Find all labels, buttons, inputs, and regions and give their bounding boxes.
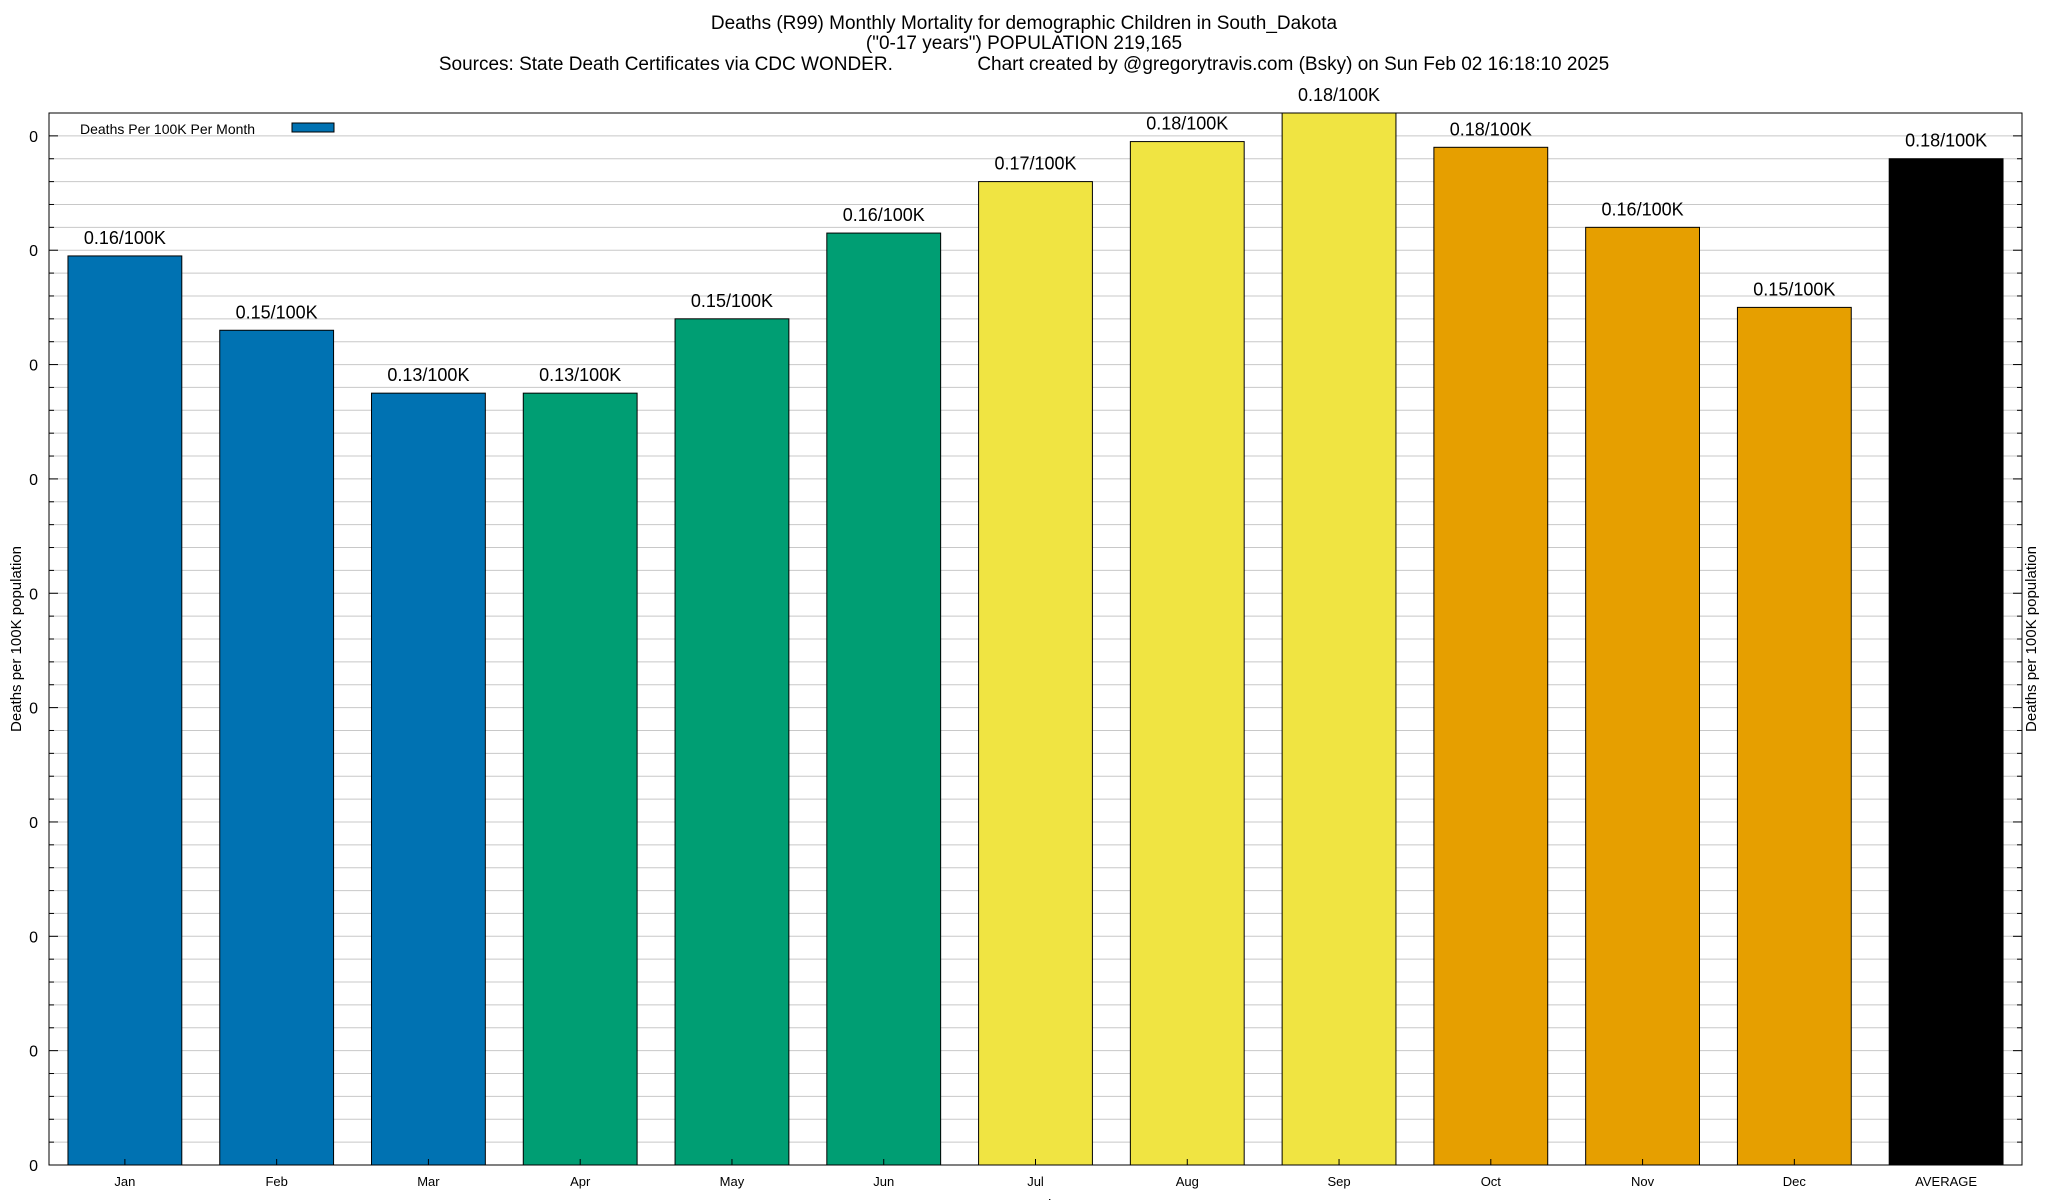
y-tick-label: 0 [29, 586, 38, 603]
x-tick-label: Apr [570, 1174, 591, 1189]
bar-value-label: 0.15/100K [691, 291, 773, 311]
legend: Deaths Per 100K Per Month [80, 121, 335, 137]
x-tick-label: Mar [417, 1174, 440, 1189]
x-tick-label: Dec [1783, 1174, 1807, 1189]
bar [674, 318, 790, 1166]
x-tick-label: Nov [1631, 1174, 1655, 1189]
bar-value-label: 0.18/100K [1146, 114, 1228, 134]
bar-value-label: 0.18/100K [1450, 119, 1532, 139]
x-tick-label: Sep [1327, 1174, 1350, 1189]
x-tick-label: AVERAGE [1915, 1174, 1977, 1189]
bar-value-label: 0.18/100K [1298, 85, 1380, 105]
legend-label: Deaths Per 100K Per Month [80, 121, 255, 137]
y-axis-title: Deaths per 100K population [8, 546, 25, 732]
x-tick-label: Jun [873, 1174, 894, 1189]
y-axis: 0 0 0 0 0 0 0 0 0 0 [29, 112, 2022, 1175]
bar-value-label: 0.18/100K [1905, 131, 1987, 151]
bar-value-label: 0.16/100K [843, 205, 925, 225]
bar [67, 255, 183, 1166]
y-tick-label: 0 [29, 129, 38, 146]
bar [522, 392, 638, 1166]
y-tick-label: 0 [29, 701, 38, 718]
bar [1585, 226, 1700, 1166]
x-axis-title: Month [1015, 1197, 1057, 1200]
y-tick-label: 0 [29, 1044, 38, 1061]
y-tick-label: 0 [29, 1158, 38, 1175]
y-tick-label: 0 [29, 243, 38, 260]
x-tick-label: Aug [1176, 1174, 1199, 1189]
chart-title: Deaths (R99) Monthly Mortality for demog… [710, 13, 1338, 34]
x-tick-label: Feb [265, 1174, 287, 1189]
chart-sources-line: Sources: State Death Certificates via CD… [438, 54, 1610, 75]
y-tick-label: 0 [29, 815, 38, 832]
bar [1129, 141, 1245, 1166]
bar-value-label: 0.13/100K [539, 365, 621, 385]
x-tick-label: Oct [1481, 1174, 1502, 1189]
bar-value-label: 0.15/100K [236, 302, 318, 322]
bar [1888, 158, 2004, 1166]
x-tick-label: May [720, 1174, 745, 1189]
y-tick-label: 0 [29, 472, 38, 489]
bar [219, 329, 335, 1166]
bar-value-label: 0.16/100K [1602, 199, 1684, 219]
x-tick-label: Jul [1027, 1174, 1044, 1189]
y2-axis-title: Deaths per 100K population [2023, 546, 2040, 732]
bar [978, 181, 1093, 1166]
bar-value-label: 0.13/100K [387, 365, 469, 385]
bar [371, 392, 486, 1166]
bar-value-label: 0.15/100K [1753, 279, 1835, 299]
bar [826, 232, 942, 1166]
bar-value-label: 0.16/100K [84, 228, 166, 248]
y-tick-label: 0 [29, 929, 38, 946]
y-tick-label: 0 [29, 358, 38, 375]
x-tick-label: Jan [114, 1174, 135, 1189]
bar [1433, 146, 1549, 1166]
legend-swatch [291, 122, 335, 133]
bar [1736, 306, 1852, 1166]
chart-subtitle: ("0-17 years") POPULATION 219,165 [865, 33, 1183, 54]
bar-value-label: 0.17/100K [994, 154, 1076, 174]
bars: 0.16/100K Jan 0.15/100K Feb 0.13/100K Mar 0.13… [67, 85, 2004, 1189]
bar [1281, 112, 1397, 1166]
